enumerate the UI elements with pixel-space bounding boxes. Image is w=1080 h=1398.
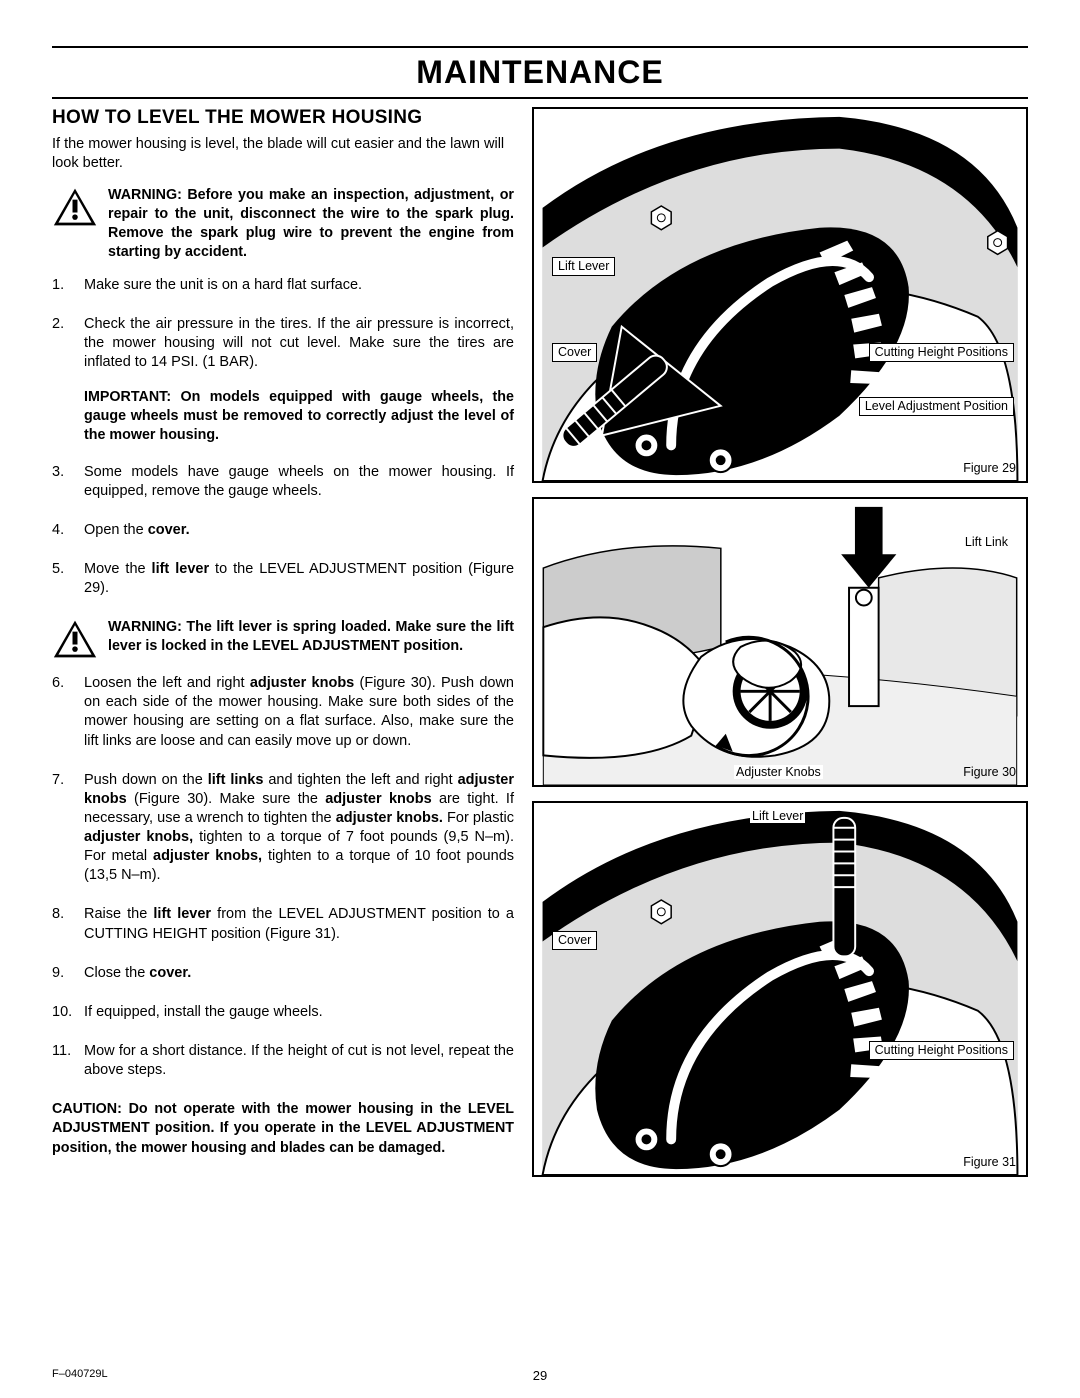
fig29-label-level: Level Adjustment Position [859, 397, 1014, 416]
step-8: Raise the lift lever from the LEVEL ADJU… [52, 905, 514, 943]
step-6: Loosen the left and right adjuster knobs… [52, 674, 514, 751]
t: (Figure 30). Make sure the [127, 791, 326, 807]
fig29-label-cover: Cover [552, 343, 597, 362]
t: Push down on the [84, 772, 208, 788]
t: lift links [208, 772, 264, 788]
step-10: If equipped, install the gauge wheels. [52, 1003, 514, 1022]
section-heading: HOW TO LEVEL THE MOWER HOUSING [52, 107, 514, 129]
t: adjuster knobs [325, 791, 431, 807]
t: cover. [149, 965, 191, 981]
t: cover. [148, 522, 190, 538]
t: Raise the [84, 906, 153, 922]
fig31-caption: Figure 31 [963, 1155, 1016, 1169]
footer-page: 29 [533, 1368, 547, 1383]
warning-1-text: WARNING: Before you make an inspection, … [108, 186, 514, 261]
warning-2-text: WARNING: The lift lever is spring loaded… [108, 618, 514, 660]
important-note: IMPORTANT: On models equipped with gauge… [52, 388, 514, 445]
steps-list: Make sure the unit is on a hard flat sur… [52, 276, 514, 373]
figure-30: Lift Link Adjuster Knobs Figure 30 [532, 497, 1028, 787]
t: and tighten the left and right [263, 772, 457, 788]
steps-list-3: Loosen the left and right adjuster knobs… [52, 674, 514, 1080]
step-11: Mow for a short distance. If the height … [52, 1042, 514, 1080]
left-column: HOW TO LEVEL THE MOWER HOUSING If the mo… [52, 107, 514, 1191]
t: adjuster knobs. [336, 810, 443, 826]
warning-icon [52, 618, 98, 660]
step-9: Close the cover. [52, 964, 514, 983]
figure-29-svg [534, 109, 1026, 481]
caution-text: CAUTION: Do not operate with the mower h… [52, 1100, 514, 1157]
rule-bottom [52, 97, 1028, 99]
step-1: Make sure the unit is on a hard flat sur… [52, 276, 514, 295]
footer: F–040729L 29 [52, 1368, 1028, 1380]
t: Open the [84, 522, 148, 538]
t: Loosen the left and right [84, 675, 250, 691]
warning-2: WARNING: The lift lever is spring loaded… [52, 618, 514, 660]
figure-29: Lift Lever Cover Cutting Height Position… [532, 107, 1028, 483]
fig31-label-cutting: Cutting Height Positions [869, 1041, 1014, 1060]
t: adjuster knobs [250, 675, 354, 691]
t: lift lever [152, 561, 210, 577]
t: Close the [84, 965, 149, 981]
fig31-label-lift-lever: Lift Lever [750, 809, 805, 823]
warning-1: WARNING: Before you make an inspection, … [52, 186, 514, 261]
steps-list-2: Some models have gauge wheels on the mow… [52, 463, 514, 599]
page-title: MAINTENANCE [52, 50, 1028, 95]
figure-31-svg [534, 803, 1026, 1175]
t: For plastic [443, 810, 514, 826]
right-column: Lift Lever Cover Cutting Height Position… [532, 107, 1028, 1191]
t: adjuster knobs, [153, 848, 262, 864]
t: Move the [84, 561, 152, 577]
content-columns: HOW TO LEVEL THE MOWER HOUSING If the mo… [52, 107, 1028, 1191]
warning-icon [52, 186, 98, 228]
fig29-label-cutting: Cutting Height Positions [869, 343, 1014, 362]
footer-doc: F–040729L [52, 1368, 108, 1380]
step-5: Move the lift lever to the LEVEL ADJUSTM… [52, 560, 514, 598]
fig30-label-lift-link: Lift Link [963, 535, 1010, 549]
step-2: Check the air pressure in the tires. If … [52, 315, 514, 372]
t: adjuster knobs, [84, 829, 193, 845]
figure-30-svg [534, 499, 1026, 785]
t: lift lever [153, 906, 211, 922]
fig30-caption: Figure 30 [963, 765, 1016, 779]
rule-top [52, 46, 1028, 48]
fig29-caption: Figure 29 [963, 461, 1016, 475]
step-4: Open the cover. [52, 521, 514, 540]
fig29-label-lift-lever: Lift Lever [552, 257, 615, 276]
intro-text: If the mower housing is level, the blade… [52, 135, 514, 172]
fig30-label-adjuster: Adjuster Knobs [734, 765, 823, 779]
fig31-label-cover: Cover [552, 931, 597, 950]
step-7: Push down on the lift links and tighten … [52, 771, 514, 886]
step-3: Some models have gauge wheels on the mow… [52, 463, 514, 501]
figure-31: Lift Lever Cover Cutting Height Position… [532, 801, 1028, 1177]
